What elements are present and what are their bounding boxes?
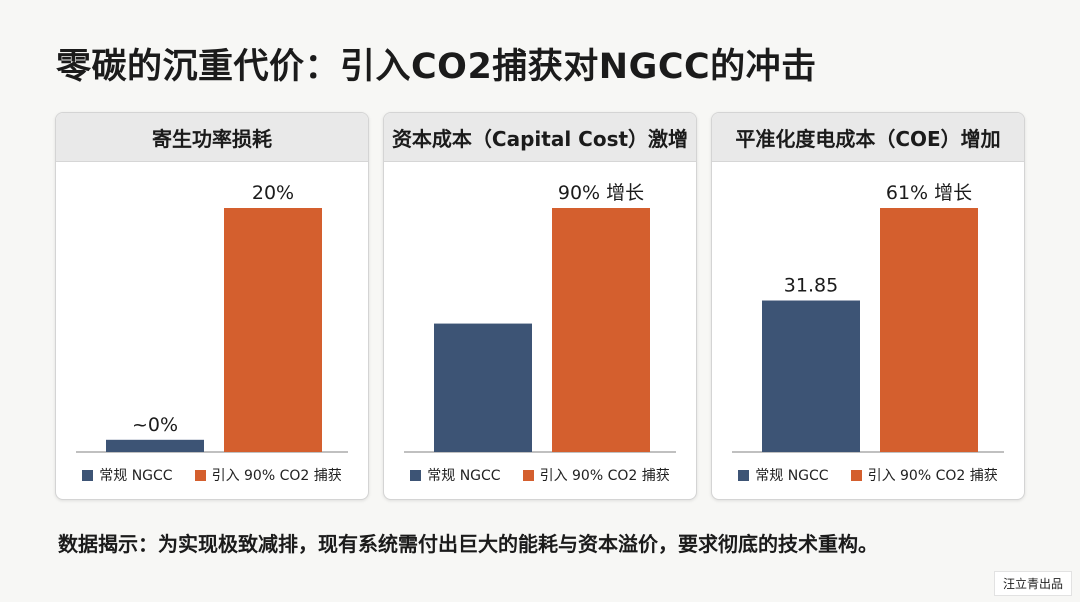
data-label-conventional: 31.85 (784, 275, 838, 297)
data-label-ccs: 61% 增长 (886, 182, 972, 204)
legend-swatch-conventional (738, 469, 750, 481)
legend-item-conventional: 常规 NGCC (82, 465, 173, 485)
legend-item-conventional: 常规 NGCC (738, 465, 829, 485)
legend-item-ccs: 引入 90% CO2 捕获 (522, 465, 670, 485)
legend-label-ccs: 引入 90% CO2 捕获 (539, 468, 670, 484)
legend-item-conventional: 常规 NGCC (410, 465, 501, 485)
legend-swatch-ccs (522, 469, 534, 481)
legend-swatch-conventional (82, 469, 94, 481)
panel-title: 资本成本（Capital Cost）激增 (384, 113, 696, 162)
data-label-conventional: ~0% (132, 414, 178, 436)
legend-swatch-conventional (410, 469, 422, 481)
legend-label-conventional: 常规 NGCC (99, 468, 173, 484)
chart-parasitic-power: ~0% 20% (76, 182, 348, 453)
panel-capital-cost: 资本成本（Capital Cost）激增 90% 增长 常规 NGCC 引入 9… (383, 112, 697, 500)
legend-swatch-ccs (850, 469, 862, 481)
legend: 常规 NGCC 引入 90% CO2 捕获 (56, 465, 368, 485)
bar-ccs (552, 208, 650, 452)
legend-swatch-ccs (194, 469, 206, 481)
legend-item-ccs: 引入 90% CO2 捕获 (850, 465, 998, 485)
legend-label-conventional: 常规 NGCC (755, 468, 829, 484)
panel-title: 平准化度电成本（COE）增加 (712, 113, 1024, 162)
footer-summary: 数据揭示：为实现极致减排，现有系统需付出巨大的能耗与资本溢价，要求彻底的技术重构… (58, 532, 878, 556)
legend-label-ccs: 引入 90% CO2 捕获 (211, 468, 342, 484)
panel-title: 寄生功率损耗 (56, 113, 368, 162)
legend-label-ccs: 引入 90% CO2 捕获 (867, 468, 998, 484)
legend-label-conventional: 常规 NGCC (427, 468, 501, 484)
credit-badge: 汪立青出品 (993, 571, 1072, 596)
bar-ccs (880, 208, 978, 452)
chart-capital-cost: 90% 增长 (404, 182, 676, 453)
bar-conventional (762, 300, 860, 452)
legend: 常规 NGCC 引入 90% CO2 捕获 (712, 465, 1024, 485)
panel-coe: 平准化度电成本（COE）增加 31.85 61% 增长 常规 NGCC 引入 90… (711, 112, 1025, 500)
data-label-ccs: 20% (252, 182, 294, 204)
page-title: 零碳的沉重代价：引入CO2捕获对NGCC的冲击 (56, 47, 817, 87)
data-label-ccs: 90% 增长 (558, 182, 644, 204)
panel-parasitic-power: 寄生功率损耗 ~0% 20% 常规 NGCC 引入 90% CO2 捕获 (55, 112, 369, 500)
bar-conventional (434, 323, 532, 452)
chart-coe: 31.85 61% 增长 (732, 182, 1004, 453)
bar-ccs (224, 208, 322, 452)
legend-item-ccs: 引入 90% CO2 捕获 (194, 465, 342, 485)
bar-conventional (106, 439, 204, 452)
legend: 常规 NGCC 引入 90% CO2 捕获 (384, 465, 696, 485)
